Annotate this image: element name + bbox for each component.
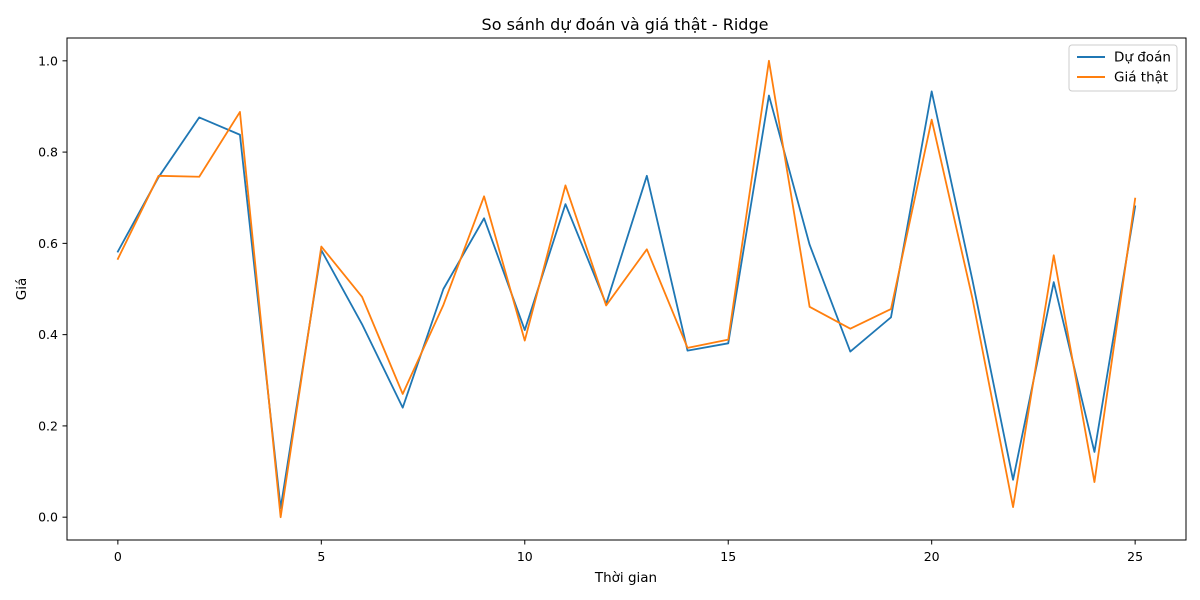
y-tick-label: 1.0 xyxy=(38,53,58,68)
y-tick-label: 0.8 xyxy=(38,145,58,160)
y-tick-label: 0.0 xyxy=(38,510,58,525)
y-tick-label: 0.2 xyxy=(38,418,58,433)
y-tick-label: 0.6 xyxy=(38,236,58,251)
x-tick-label: 5 xyxy=(317,549,325,564)
y-tick-label: 0.4 xyxy=(38,327,58,342)
chart-title: So sánh dự đoán và giá thật - Ridge xyxy=(482,15,769,34)
x-tick-label: 20 xyxy=(924,549,940,564)
x-tick-label: 25 xyxy=(1127,549,1143,564)
plot-area-frame xyxy=(66,37,1187,541)
series-line-1 xyxy=(116,59,1137,519)
legend: Dự đoán Giá thật xyxy=(1068,44,1178,92)
x-tick-label: 0 xyxy=(114,549,122,564)
legend-label-predicted: Dự đoán xyxy=(1114,50,1171,66)
legend-label-actual: Giá thật xyxy=(1114,70,1168,86)
series-layer xyxy=(116,59,1137,519)
x-axis-label: Thời gian xyxy=(594,570,657,586)
y-axis: 0.0 0.2 0.4 0.6 0.8 1.0 xyxy=(38,53,67,525)
x-axis: 0 5 10 15 20 25 xyxy=(114,540,1143,564)
x-tick-label: 15 xyxy=(720,549,736,564)
series-line-0 xyxy=(116,90,1137,509)
x-tick-label: 10 xyxy=(517,549,533,564)
y-axis-label: Giá xyxy=(14,278,30,301)
